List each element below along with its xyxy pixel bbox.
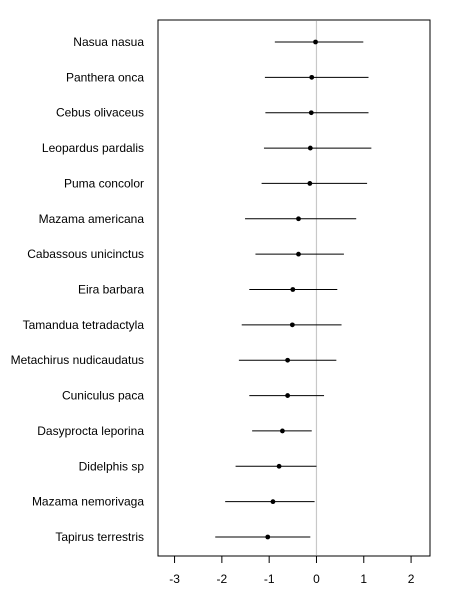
- estimate-point: [309, 74, 315, 80]
- estimate-point: [280, 428, 285, 434]
- estimate-point: [313, 39, 318, 45]
- point-estimates: [265, 39, 318, 540]
- estimate-point: [289, 322, 295, 328]
- species-label: Eira barbara: [78, 283, 144, 297]
- estimate-point: [296, 251, 301, 257]
- x-tick-label: 2: [408, 572, 415, 586]
- estimate-point: [307, 181, 313, 186]
- estimate-point: [276, 463, 282, 469]
- estimate-point: [270, 499, 276, 505]
- x-tick-label: 0: [313, 572, 320, 586]
- species-label: Cuniculus paca: [62, 389, 144, 403]
- species-label: Tamandua tetradactyla: [23, 318, 145, 332]
- estimate-point: [308, 110, 314, 116]
- estimate-point: [265, 534, 271, 540]
- estimate-point: [285, 357, 291, 363]
- x-tick-label: -1: [264, 572, 275, 586]
- species-label: Tapirus terrestris: [55, 530, 144, 544]
- species-label: Metachirus nudicaudatus: [11, 353, 144, 367]
- species-label: Mazama nemorivaga: [32, 495, 144, 509]
- species-label: Leopardus pardalis: [42, 141, 144, 155]
- estimate-point: [307, 145, 313, 151]
- species-label: Mazama americana: [39, 212, 145, 226]
- estimate-point: [285, 393, 291, 398]
- species-label: Didelphis sp: [79, 459, 145, 473]
- species-label: Dasyprocta leporina: [37, 424, 144, 438]
- x-tick-label: -2: [217, 572, 228, 586]
- x-tick-label: -3: [169, 572, 180, 586]
- species-label: Cebus olivaceus: [56, 106, 144, 120]
- species-label: Panthera onca: [66, 70, 144, 84]
- species-label: Puma concolor: [64, 176, 144, 190]
- species-label: Cabassous unicinctus: [27, 247, 144, 261]
- x-tick-label: 1: [360, 572, 367, 586]
- y-axis-labels: Nasua nasua Panthera onca Cebus olivaceus L…: [11, 35, 145, 544]
- species-label: Nasua nasua: [73, 35, 144, 49]
- estimate-point: [296, 216, 301, 222]
- estimate-point: [290, 287, 296, 292]
- x-axis: -3 -2 -1 0 1 2: [169, 555, 415, 586]
